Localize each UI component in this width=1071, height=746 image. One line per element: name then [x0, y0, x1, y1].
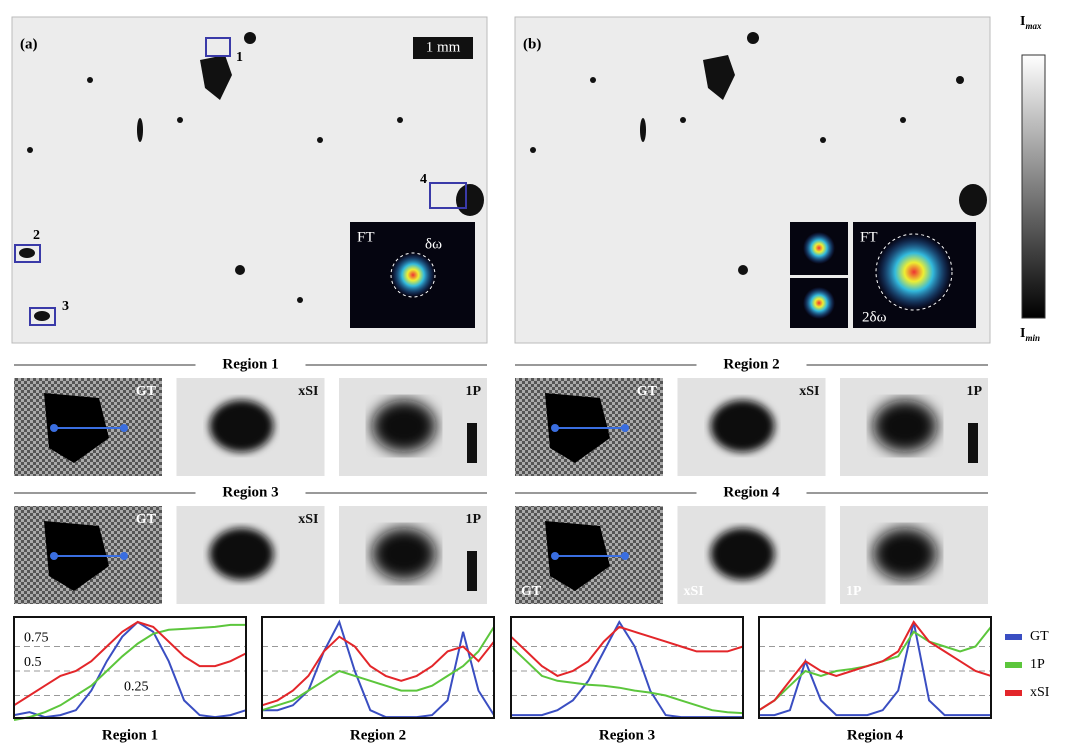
scale-bar [467, 423, 477, 463]
plot-bg [759, 617, 991, 718]
chart-caption: Region 1 [102, 727, 158, 743]
tile-label: GT [637, 384, 658, 399]
legend-label: xSI [1030, 685, 1050, 700]
plot-bg [14, 617, 246, 718]
y-tick-label: 0.25 [124, 680, 149, 695]
page: {"figure":{ "panel_a":{"label":"(a)","sc… [0, 0, 1071, 746]
y-tick-label: 0.5 [24, 655, 42, 670]
inset-width: 2δω [862, 309, 887, 325]
tile-label: 1P [465, 384, 481, 399]
scale-bar [467, 551, 477, 591]
ft-spot [876, 234, 952, 310]
colorbar-min: Imin [1020, 326, 1040, 343]
marker: 2 [33, 228, 40, 243]
colorbar [1022, 55, 1045, 318]
profile-end [120, 552, 128, 560]
blob [210, 400, 274, 452]
y-tick-label: 0.75 [24, 631, 49, 646]
tile-label: GT [136, 384, 157, 399]
panel-a: (a) 1 mm 1 2 3 4 FT δω [12, 17, 487, 343]
inset-label: FT [357, 229, 375, 245]
blob [711, 400, 775, 452]
blob [873, 528, 937, 580]
tile-label: xSI [298, 384, 318, 399]
tile-label: GT [136, 512, 157, 527]
profile-end [621, 552, 629, 560]
region-title: Region 2 [723, 356, 779, 372]
profile-end [50, 552, 58, 560]
blob [711, 528, 775, 580]
marker: 3 [62, 299, 69, 314]
subscript: min [1025, 333, 1040, 343]
tile-label: xSI [298, 512, 318, 527]
region-title: Region 1 [222, 356, 278, 372]
profile-end [621, 424, 629, 432]
panel-label: (a) [20, 36, 38, 52]
scale-bar [968, 423, 978, 463]
tile-label: xSI [799, 384, 819, 399]
chart-caption: Region 2 [350, 727, 406, 743]
tile [840, 506, 988, 604]
panel-b: (b) FT 2δω [515, 17, 990, 343]
tile-label: 1P [846, 584, 862, 599]
marker: 4 [420, 172, 427, 187]
colorbar-max: Imax [1020, 14, 1042, 31]
marker: 1 [236, 50, 243, 65]
blob [372, 400, 436, 452]
legend-label: 1P [1030, 657, 1045, 672]
profile-end [120, 424, 128, 432]
blob [873, 400, 937, 452]
profile-end [551, 552, 559, 560]
ft-spot [803, 287, 835, 319]
panel-label: (b) [523, 36, 541, 52]
inset-width: δω [425, 236, 442, 252]
figure: (a) 1 mm 1 2 3 4 FT δω (b) FT 2δω Imax I… [0, 0, 1071, 746]
tile-label: xSI [684, 584, 704, 599]
chart-caption: Region 3 [599, 727, 655, 743]
region-title: Region 3 [222, 484, 278, 500]
profile-end [50, 424, 58, 432]
blob [210, 528, 274, 580]
blob [372, 528, 436, 580]
subscript: max [1025, 21, 1042, 31]
legend-label: GT [1030, 629, 1049, 644]
tile-label: 1P [465, 512, 481, 527]
tile-label: 1P [966, 384, 982, 399]
region-title: Region 4 [723, 484, 780, 500]
ft-spot [803, 232, 835, 264]
inset-label: FT [860, 229, 878, 245]
profile-end [551, 424, 559, 432]
tile-label: GT [521, 584, 542, 599]
scale-label: 1 mm [426, 39, 461, 55]
chart-caption: Region 4 [847, 727, 904, 743]
